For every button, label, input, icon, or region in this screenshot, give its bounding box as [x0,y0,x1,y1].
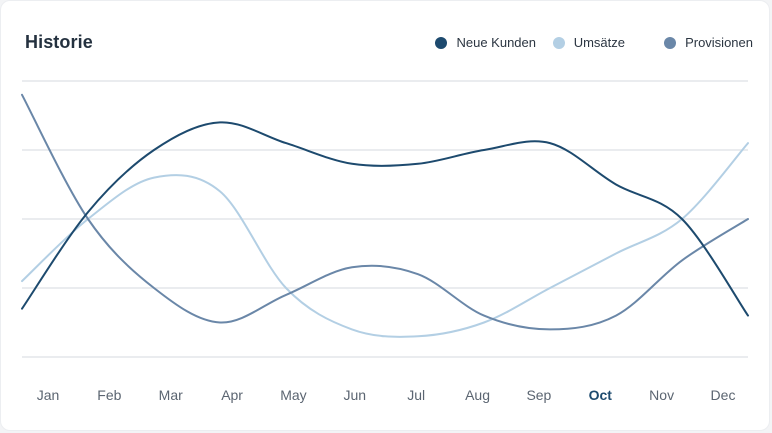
legend-label: Provisionen [685,35,753,50]
legend-dot-icon [664,36,677,49]
x-tick-label[interactable]: Jul [407,387,425,403]
legend-label: Neue Kunden [456,35,536,50]
legend-label: Umsätze [573,35,625,50]
legend-dot-icon [435,36,448,49]
x-tick-label[interactable]: Sep [526,387,551,403]
x-tick-label[interactable]: Nov [649,387,674,403]
x-tick-label[interactable]: Oct [589,387,613,403]
legend-item-provisionen[interactable]: Provisionen [664,35,753,50]
x-tick-label[interactable]: Feb [97,387,121,403]
legend-item-umsaetze[interactable]: Umsätze [552,35,625,50]
x-tick-label[interactable]: Mar [159,387,183,403]
x-tick-label[interactable]: Jun [344,387,367,403]
legend-item-neue-kunden[interactable]: Neue Kunden [435,35,536,50]
x-tick-label[interactable]: Jan [37,387,60,403]
legend-dot-icon [552,36,565,49]
x-tick-label[interactable]: Dec [711,387,736,403]
x-tick-label[interactable]: May [280,387,306,403]
series-line-ums-tze[interactable] [21,142,749,338]
series-line-neue-kunden[interactable] [21,121,749,317]
x-tick-label[interactable]: Apr [221,387,243,403]
chart-title: Historie [25,32,93,52]
series-line-provisionen[interactable] [21,93,749,331]
x-tick-label[interactable]: Aug [465,387,490,403]
